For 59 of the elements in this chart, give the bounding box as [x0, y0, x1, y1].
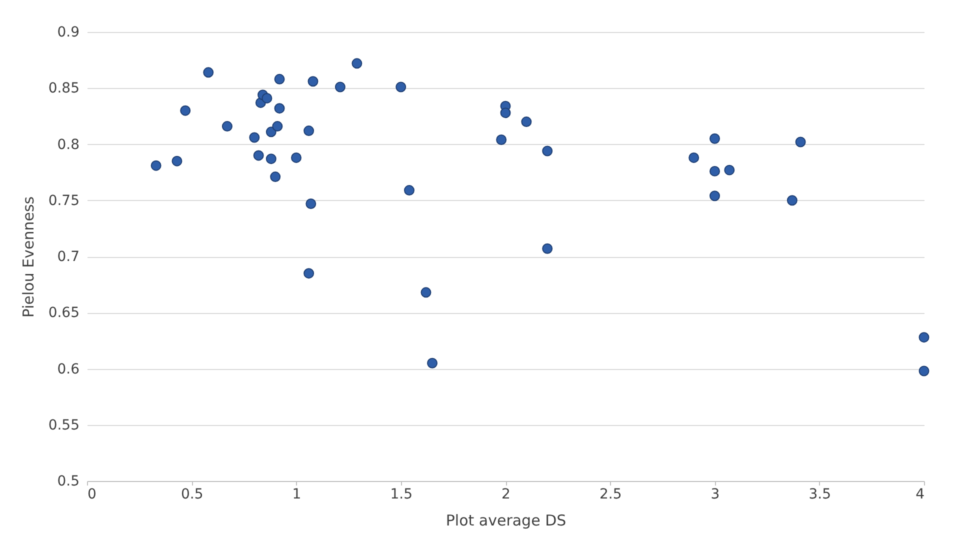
point: [521, 116, 532, 128]
point: [396, 82, 406, 92]
point: [918, 332, 930, 343]
point: [172, 156, 182, 166]
point: [724, 164, 735, 176]
x-tick-label: 2: [502, 486, 510, 502]
point: [266, 126, 276, 138]
x-tick-label: 0.5: [180, 486, 204, 502]
point: [334, 82, 346, 92]
point: [304, 126, 314, 136]
x-tick-label: 0: [88, 486, 96, 502]
point: [404, 185, 414, 196]
x-tick-label: 4: [916, 486, 925, 502]
x-tick-label: 3: [710, 486, 720, 502]
y-tick-label: 0.7: [57, 249, 80, 265]
point: [274, 74, 285, 84]
point: [427, 358, 438, 368]
x-tick-label: 1: [292, 486, 302, 502]
point: [688, 152, 700, 163]
point: [496, 134, 507, 145]
point: [786, 195, 798, 206]
point: [542, 243, 553, 254]
y-tick-label: 0.65: [48, 305, 80, 322]
point: [308, 76, 318, 87]
point: [710, 166, 720, 176]
y-tick-label: 0.9: [57, 24, 80, 40]
point: [304, 268, 314, 279]
point: [270, 172, 281, 182]
point: [710, 190, 720, 202]
y-tick-label: 0.85: [48, 80, 80, 97]
point: [274, 103, 285, 114]
y-tick-label: 0.75: [48, 192, 80, 209]
point: [500, 108, 511, 118]
point: [203, 67, 214, 78]
point: [352, 58, 362, 69]
point: [306, 198, 316, 209]
point: [150, 160, 162, 171]
point: [266, 154, 276, 164]
point: [180, 105, 191, 116]
y-tick-label: 0.8: [57, 136, 80, 153]
point: [272, 121, 283, 132]
point: [253, 150, 264, 161]
y-tick-label: 0.55: [48, 417, 80, 434]
point: [249, 132, 260, 143]
point: [542, 146, 553, 156]
point: [291, 152, 302, 163]
y-tick-label: 0.6: [57, 361, 80, 378]
point: [710, 133, 720, 144]
point: [918, 366, 930, 376]
point: [262, 92, 272, 104]
point: [795, 136, 806, 148]
y-tick-label: 0.5: [57, 474, 80, 490]
x-tick-label: 2.5: [599, 486, 622, 502]
x-axis-title: Plot average DS: [446, 512, 566, 530]
point: [222, 121, 232, 132]
y-axis-title: Pielou Evenness: [19, 196, 38, 318]
x-tick-label: 1.5: [390, 486, 413, 502]
point: [420, 287, 432, 298]
x-tick-label: 3.5: [808, 486, 832, 502]
